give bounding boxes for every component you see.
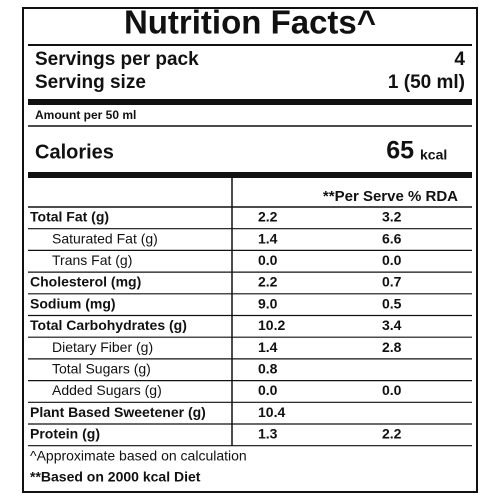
- nutrient-rda: 3.4: [382, 317, 402, 333]
- thick-bar: [28, 172, 472, 178]
- calories-unit: kcal: [420, 147, 447, 163]
- nutrient-value: 10.2: [258, 317, 285, 333]
- nutrient-name: Dietary Fiber (g): [52, 339, 153, 355]
- serving-size-label: Serving size: [35, 72, 146, 93]
- servings-label: Servings per pack: [35, 49, 199, 70]
- nutrient-name: Sodium (mg): [30, 295, 116, 311]
- nutrient-value: 2.2: [258, 209, 278, 225]
- nutrient-value: 9.0: [258, 295, 278, 311]
- nutrient-rda: 6.6: [382, 230, 402, 246]
- nutrient-name: Total Carbohydrates (g): [30, 317, 187, 333]
- thick-bar: [28, 99, 472, 105]
- nutrient-value: 1.4: [258, 339, 278, 355]
- nutrient-rda: 2.8: [382, 339, 402, 355]
- nutrient-value: 2.2: [258, 274, 278, 290]
- nutrient-value: 1.3: [258, 426, 278, 442]
- footnote: ^Approximate based on calculation: [30, 448, 247, 464]
- serving-size-value: 1 (50 ml): [388, 72, 465, 93]
- calories-label: Calories: [35, 141, 114, 163]
- nutrient-value: 0.0: [258, 382, 278, 398]
- nutrient-name: Protein (g): [30, 426, 100, 442]
- servings-value: 4: [454, 49, 465, 70]
- calories-value: 65: [386, 137, 414, 165]
- nutrient-value: 0.0: [258, 252, 278, 268]
- title: Nutrition Facts^: [124, 4, 376, 41]
- nutrient-value: 0.8: [258, 360, 278, 376]
- nutrient-rda: 0.0: [382, 252, 402, 268]
- nutrient-name: Saturated Fat (g): [52, 230, 158, 246]
- footnote: **Based on 2000 kcal Diet: [30, 469, 201, 485]
- label-border: [22, 7, 478, 493]
- nutrient-value: 10.4: [258, 404, 285, 420]
- nutrient-value: 1.4: [258, 230, 278, 246]
- nutrient-rda: 0.5: [382, 295, 402, 311]
- nutrient-name: Trans Fat (g): [52, 252, 132, 268]
- nutrient-name: Plant Based Sweetener (g): [30, 404, 206, 420]
- nutrient-rda: 0.0: [382, 382, 402, 398]
- nutrient-name: Added Sugars (g): [52, 382, 162, 398]
- nutrient-name: Total Sugars (g): [52, 360, 151, 376]
- nutrient-rda: 3.2: [382, 209, 402, 225]
- amount-per: Amount per 50 ml: [35, 108, 136, 122]
- nutrient-name: Total Fat (g): [30, 209, 109, 225]
- nutrient-name: Cholesterol (mg): [30, 274, 141, 290]
- column-header: **Per Serve % RDA: [323, 188, 458, 205]
- nutrient-rda: 2.2: [382, 426, 402, 442]
- nutrient-rda: 0.7: [382, 274, 402, 290]
